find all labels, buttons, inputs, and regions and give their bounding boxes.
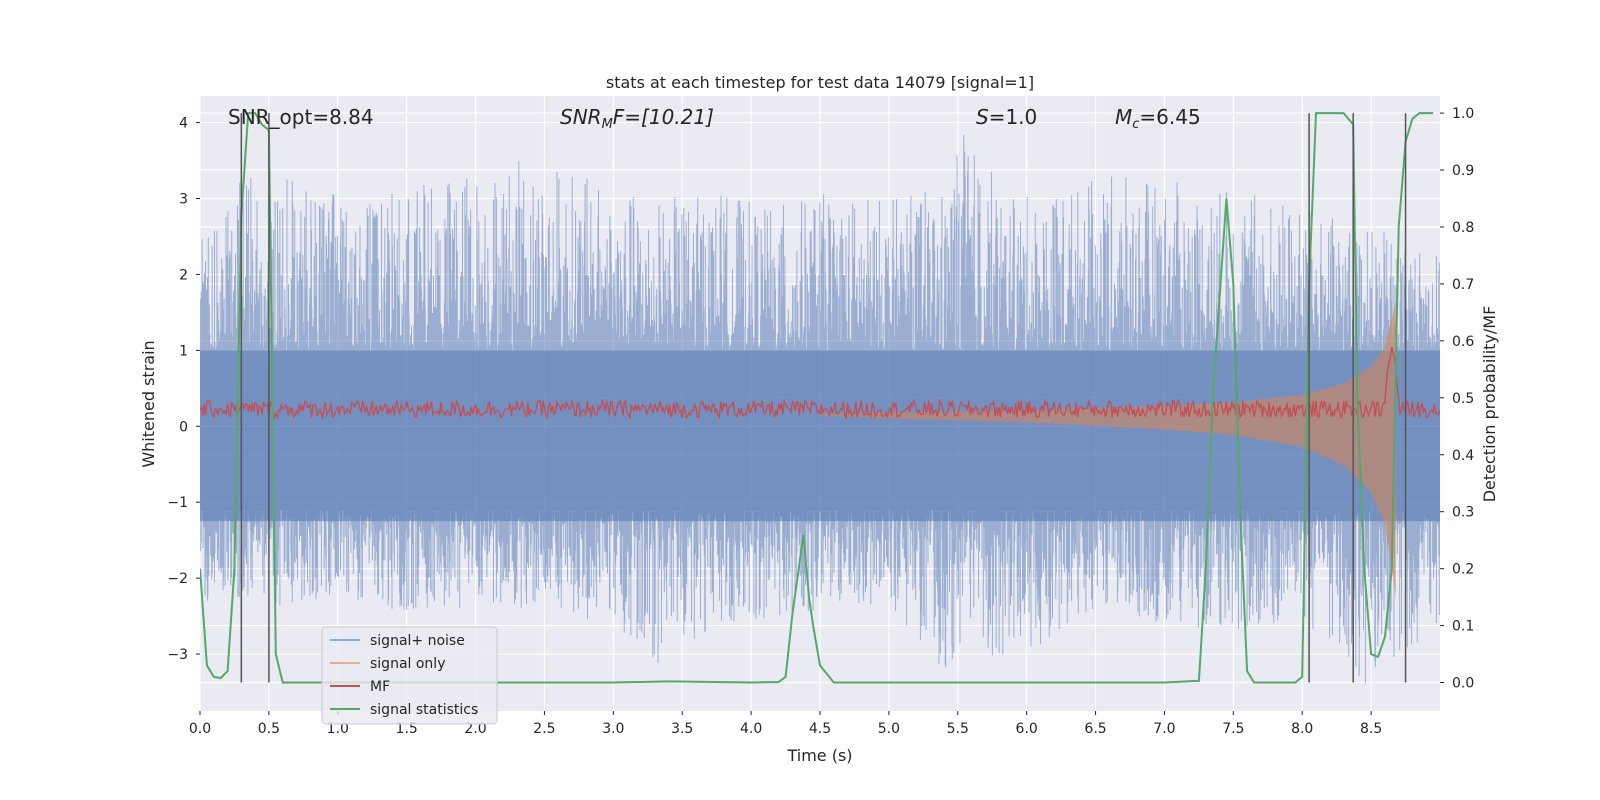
x-tick-label: 2.5	[533, 721, 555, 737]
x-tick-label: 1.0	[327, 721, 349, 737]
y-right-tick-label: 0.0	[1452, 676, 1474, 692]
y-axis-left-label: Whitened strain	[139, 340, 158, 467]
signal-noise-series-upper	[200, 134, 1440, 427]
x-tick-label: 2.0	[464, 721, 486, 737]
x-axis-label: Time (s)	[786, 746, 852, 765]
x-tick-label: 4.0	[740, 721, 762, 737]
y-left-tick-label: 4	[179, 116, 188, 132]
y-left-tick-label: 2	[179, 267, 188, 283]
mc-annotation: Mc=6.45	[1115, 105, 1201, 132]
legend-label-signal-noise: signal+ noise	[370, 633, 465, 649]
y-left-tick-label: 1	[179, 343, 188, 359]
x-tick-label: 8.5	[1360, 721, 1382, 737]
y-right-tick-label: 0.8	[1452, 220, 1474, 236]
y-right-tick-label: 0.6	[1452, 334, 1474, 350]
x-tick-label: 8.0	[1291, 721, 1313, 737]
vertical-markers	[240, 113, 1407, 683]
x-tick-label: 1.5	[396, 721, 418, 737]
y-right-tick-label: 0.7	[1452, 277, 1474, 293]
x-tick-label: 7.0	[1153, 721, 1175, 737]
y-left-tick-label: −3	[167, 647, 188, 663]
x-tick-label: 7.5	[1222, 721, 1244, 737]
y-left-tick-label: −2	[167, 571, 188, 587]
x-tick-label: 6.0	[1016, 721, 1038, 737]
y-right-tick-label: 0.5	[1452, 391, 1474, 407]
x-tick-label: 4.5	[809, 721, 831, 737]
mf-series	[200, 346, 1440, 420]
y-left-tick-label: 3	[179, 192, 188, 208]
x-tick-label: 6.5	[1084, 721, 1106, 737]
x-tick-label: 5.5	[947, 721, 969, 737]
s-annotation: S=1.0	[976, 105, 1037, 129]
y-axis-right-label: Detection probability/MF	[1480, 306, 1499, 503]
y-left-tick-label: 0	[179, 419, 188, 435]
y-left-tick-label: −1	[167, 495, 188, 511]
y-right-tick-label: 0.3	[1452, 505, 1474, 521]
legend-label-signal-statistics: signal statistics	[370, 702, 478, 718]
x-tick-label: 5.0	[878, 721, 900, 737]
plot-marks	[200, 112, 1440, 684]
x-tick-label: 3.5	[671, 721, 693, 737]
x-tick-label: 3.0	[602, 721, 624, 737]
legend-box	[321, 626, 498, 725]
y-right-tick-label: 1.0	[1452, 106, 1474, 122]
legend: signal+ noise signal only MF signal stat…	[321, 626, 498, 725]
snr-mf-annotation: SNRMF=[10.21]	[560, 105, 714, 132]
y-right-tick-label: 0.4	[1452, 448, 1474, 464]
x-tick-label: 0.5	[258, 721, 280, 737]
signal-noise-series-lower	[200, 426, 1440, 684]
y-right-tick-label: 0.1	[1452, 619, 1474, 635]
snr-opt-annotation: SNR_opt=8.84	[228, 105, 374, 129]
y-right-tick-label: 0.9	[1452, 163, 1474, 179]
axes: 0.0 0.5 1.0 1.5 2.0 2.5 3.0 3.5 4.0 4.5 5.0 5.5 6.0 6…	[167, 106, 1474, 737]
signal-statistics-series	[200, 112, 1434, 684]
x-tick-label: 0.0	[189, 721, 211, 737]
y-right-tick-label: 0.2	[1452, 562, 1474, 578]
chart-title: stats at each timestep for test data 140…	[606, 73, 1034, 92]
legend-label-signal-only: signal only	[370, 656, 445, 672]
legend-label-mf: MF	[370, 679, 390, 695]
